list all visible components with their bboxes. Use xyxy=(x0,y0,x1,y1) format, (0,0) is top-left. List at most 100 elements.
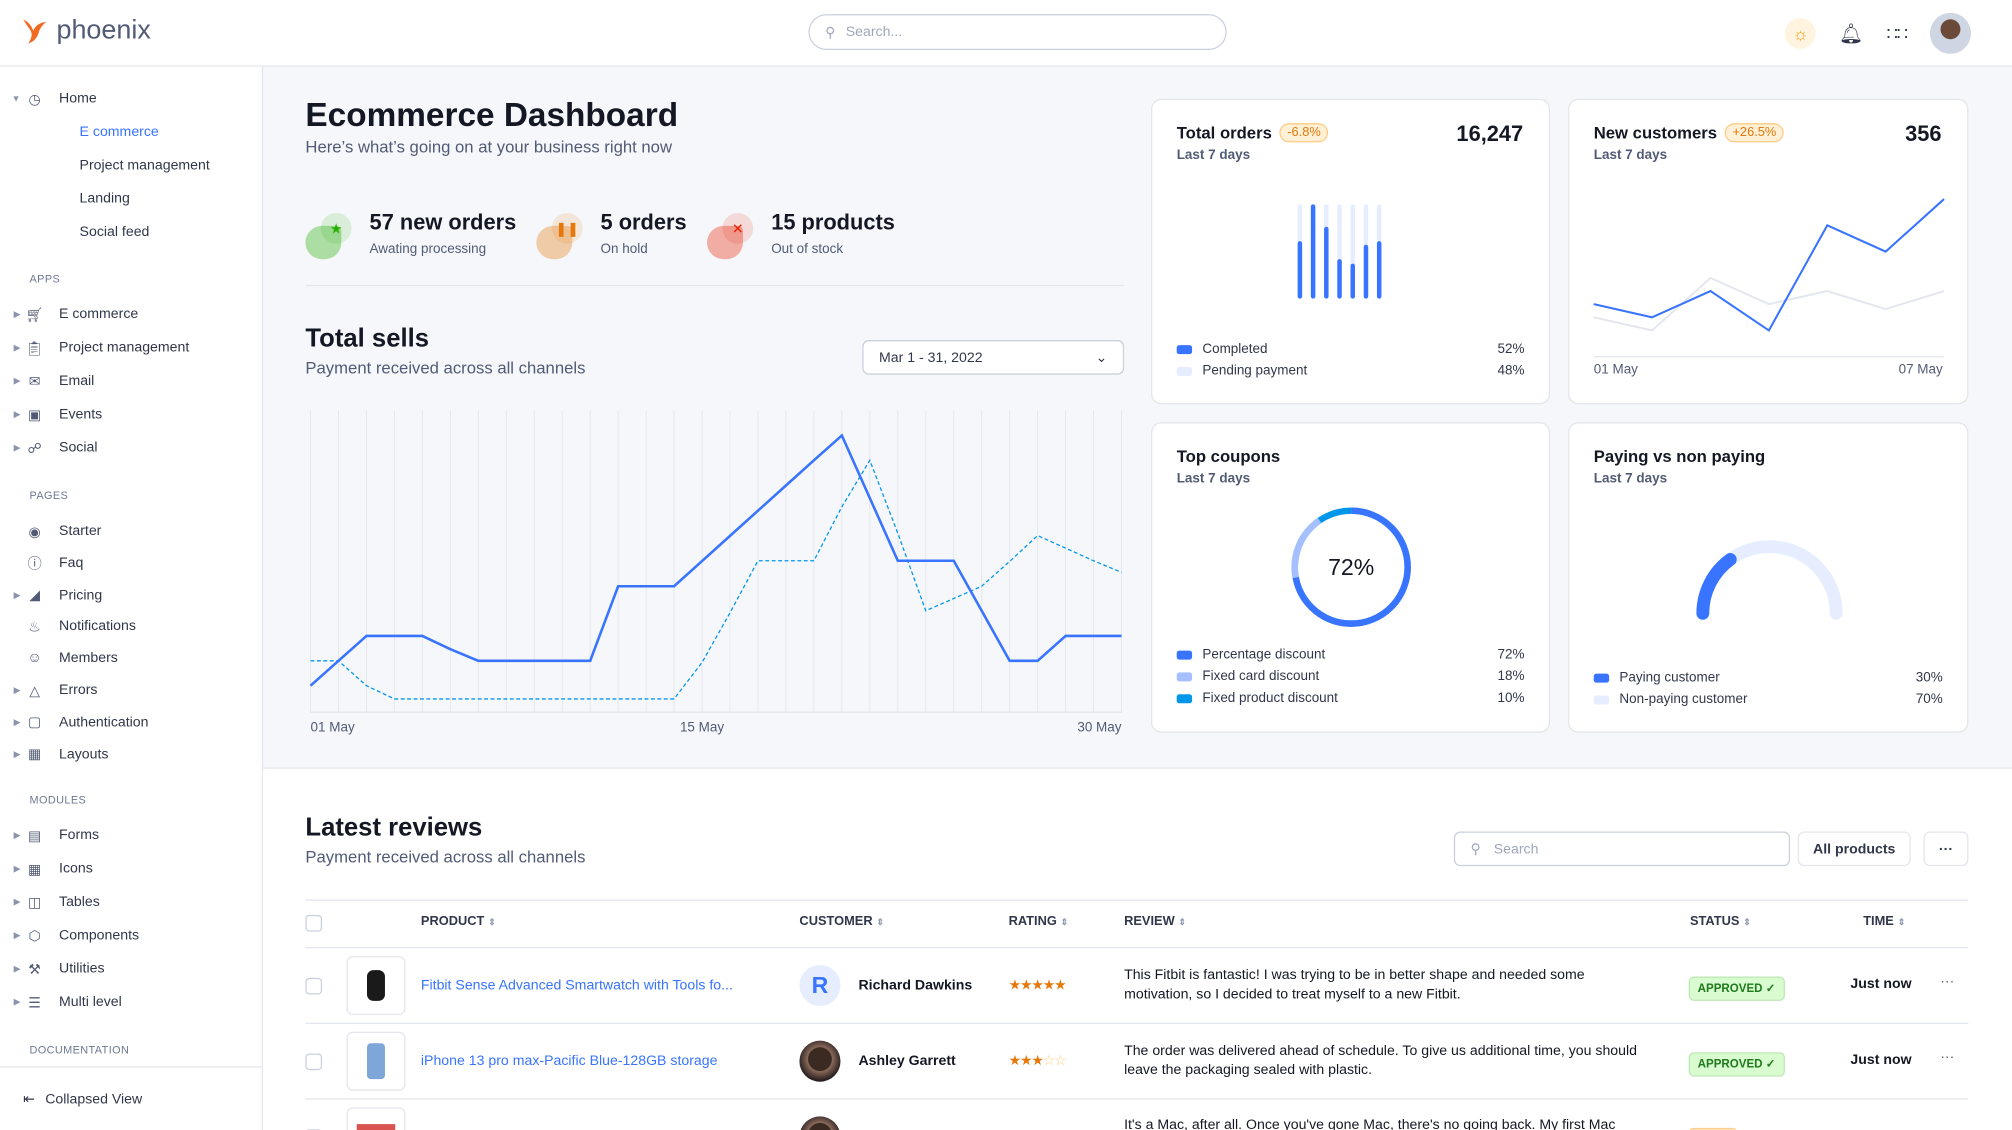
reviews-title: Latest reviews xyxy=(305,813,483,842)
legend-swatch xyxy=(1176,693,1193,703)
product-thumbnail[interactable] xyxy=(346,1107,406,1130)
more-options-button[interactable]: ··· xyxy=(1923,831,1969,867)
sidebar-item-e-commerce[interactable]: ▶ 🛒︎ E commerce xyxy=(0,302,139,328)
legend-value: 70% xyxy=(1915,691,1943,708)
sidebar-item-home[interactable]: ▼ ◷ Home xyxy=(0,86,97,112)
caret-right-icon: ▶ xyxy=(13,718,21,728)
sidebar-item-forms[interactable]: ▶ ▤ Forms xyxy=(0,823,99,849)
apps-grid-icon[interactable]: ∷∷ xyxy=(1886,22,1909,43)
layers-icon: ☰ xyxy=(28,995,41,1012)
row-checkbox[interactable] xyxy=(305,1053,323,1071)
series-line-solid xyxy=(309,433,1122,687)
layout-icon: ▦ xyxy=(27,746,42,763)
sidebar-item-members[interactable]: ☺ Members xyxy=(0,646,117,672)
stat-0: ★ 57 new orders Awating processing xyxy=(305,210,516,261)
legend-label: Paying customer xyxy=(1619,669,1720,686)
sidebar-item-errors[interactable]: ▶ △ Errors xyxy=(0,678,98,704)
stat-label: Awating processing xyxy=(369,241,487,257)
sidebar-item-label: Social xyxy=(59,440,98,456)
sidebar-item-email[interactable]: ▶ ✉ Email xyxy=(0,368,95,394)
sidebar-item-label: Errors xyxy=(59,682,98,699)
legend-label: Fixed card discount xyxy=(1202,668,1320,684)
package-icon: ⬡ xyxy=(28,928,41,945)
change-badge: +26.5% xyxy=(1724,123,1785,143)
stat-label: Out of stock xyxy=(771,241,844,257)
sidebar-subitem[interactable]: E commerce xyxy=(79,124,159,140)
row-actions-button[interactable]: ··· xyxy=(1940,1049,1955,1066)
column-label: STATUS xyxy=(1689,914,1740,930)
sidebar-item-icons[interactable]: ▶ ▦ Icons xyxy=(0,856,93,882)
sidebar-item-events[interactable]: ▶ ▣ Events xyxy=(0,402,103,428)
sidebar-item-utilities[interactable]: ▶ ⚒ Utilities xyxy=(0,956,105,982)
theme-sun-icon[interactable]: ☼ xyxy=(1785,17,1816,49)
sidebar-item-label: Home xyxy=(59,91,97,107)
legend-label: Fixed product discount xyxy=(1202,690,1338,706)
customer-avatar xyxy=(799,1116,841,1130)
product-thumbnail[interactable] xyxy=(346,955,406,1016)
customer[interactable]: Ashley Garrett xyxy=(799,1040,956,1082)
select-all-checkbox[interactable] xyxy=(305,914,323,932)
brand-name: phoenix xyxy=(56,15,151,45)
sidebar-item-social[interactable]: ▶ ☍ Social xyxy=(0,435,98,461)
sidebar-subitem[interactable]: Landing xyxy=(79,191,130,207)
sidebar-item-multi-level[interactable]: ▶ ☰ Multi level xyxy=(0,990,122,1016)
card-title: Paying vs non paying xyxy=(1593,446,1766,466)
global-search-input[interactable]: ⚲ Search... xyxy=(808,14,1227,51)
date-range-select[interactable]: Mar 1 - 31, 2022 ⌄ xyxy=(862,340,1125,375)
sidebar-item-label: Components xyxy=(59,928,140,944)
row-checkbox[interactable] xyxy=(305,977,323,995)
customers-line-chart xyxy=(1593,198,1945,358)
stat-1: ❚❚ 5 orders On hold xyxy=(536,210,687,261)
sidebar-item-project-management[interactable]: ▶ 📋︎ Project management xyxy=(0,335,190,361)
sidebar-section-title: MODULES xyxy=(29,793,87,807)
caret-right-icon: ▶ xyxy=(13,377,21,387)
product-link[interactable]: Fitbit Sense Advanced Smartwatch with To… xyxy=(420,977,733,994)
all-products-button[interactable]: All products xyxy=(1797,831,1911,867)
product-thumbnail[interactable] xyxy=(346,1031,406,1091)
sidebar-item-components[interactable]: ▶ ⬡ Components xyxy=(0,923,139,949)
caret-right-icon: ▶ xyxy=(13,591,21,601)
customer[interactable] xyxy=(799,1116,858,1130)
customer[interactable]: R Richard Dawkins xyxy=(799,964,972,1007)
sidebar-item-pricing[interactable]: ▶ ◢ Pricing xyxy=(0,582,103,608)
row-actions-button[interactable]: ··· xyxy=(1940,973,1955,990)
product-link[interactable]: iPhone 13 pro max-Pacific Blue-128GB sto… xyxy=(420,1053,718,1069)
collapsed-view-button[interactable]: ⇤ Collapsed View xyxy=(0,1066,262,1130)
column-header-time[interactable]: TIME ⇕ xyxy=(1863,915,1905,929)
column-header-product[interactable]: PRODUCT ⇕ xyxy=(421,915,496,929)
status-badge: APPROVED ✓ xyxy=(1688,1052,1785,1077)
sidebar-item-authentication[interactable]: ▶ ▢ Authentication xyxy=(0,709,149,735)
logo[interactable]: phoenix xyxy=(21,15,151,46)
column-header-customer[interactable]: CUSTOMER ⇕ xyxy=(799,915,884,929)
avatar[interactable] xyxy=(1929,12,1971,54)
x-tick-label: 07 May xyxy=(1898,361,1943,378)
column-header-rating[interactable]: RATING ⇕ xyxy=(1009,915,1069,929)
total-sells-title: Total sells xyxy=(305,324,430,353)
customer-avatar xyxy=(799,1040,841,1082)
sidebar-item-tables[interactable]: ▶ ◫ Tables xyxy=(0,890,100,916)
sort-icon: ⇕ xyxy=(1060,918,1069,928)
sidebar-item-notifications[interactable]: ♨ Notifications xyxy=(0,614,136,640)
sidebar-item-starter[interactable]: ◉ Starter xyxy=(0,518,101,544)
divider xyxy=(305,284,1125,287)
caret-right-icon: ▶ xyxy=(13,686,21,696)
sidebar-item-label: Email xyxy=(59,373,95,389)
column-header-review[interactable]: REVIEW ⇕ xyxy=(1124,915,1186,929)
sidebar-item-faq[interactable]: ⓘ Faq xyxy=(0,550,84,576)
sidebar-subitem[interactable]: Project management xyxy=(79,157,210,174)
stat-icon-blob: ✕ xyxy=(707,210,758,261)
reviews-search-input[interactable]: ⚲ Search xyxy=(1453,831,1791,867)
x-tick-label: 01 May xyxy=(1593,361,1638,378)
sidebar-subitem[interactable]: Social feed xyxy=(79,224,150,240)
cart-icon: 🛒︎ xyxy=(25,307,44,323)
legend-item: Fixed product discount 10% xyxy=(1176,690,1525,706)
legend-item: Pending payment 48% xyxy=(1176,363,1524,379)
legend-value: 10% xyxy=(1497,690,1525,706)
sort-icon: ⇕ xyxy=(1897,918,1906,928)
stat-value: 5 orders xyxy=(600,210,687,235)
column-header-status[interactable]: STATUS ⇕ xyxy=(1690,915,1751,929)
bell-icon[interactable]: 🔔︎ xyxy=(1838,23,1864,45)
sidebar-item-layouts[interactable]: ▶ ▦ Layouts xyxy=(0,741,109,767)
pie-chart-icon: ◷ xyxy=(28,91,41,108)
new-customers-value: 356 xyxy=(1905,121,1942,147)
